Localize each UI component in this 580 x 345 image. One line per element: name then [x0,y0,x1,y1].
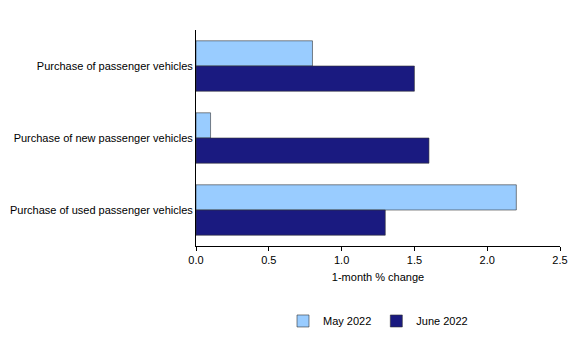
svg-text:June 2022: June 2022 [416,315,467,327]
svg-text:0.5: 0.5 [261,254,276,266]
svg-text:1.5: 1.5 [407,254,422,266]
svg-text:May 2022: May 2022 [323,315,371,327]
svg-text:2.5: 2.5 [552,254,567,266]
svg-text:Purchase of passenger vehicles: Purchase of passenger vehicles [37,60,193,72]
svg-text:1.0: 1.0 [334,254,349,266]
svg-text:0.0: 0.0 [188,254,203,266]
svg-text:Purchase of new passenger vehi: Purchase of new passenger vehicles [14,132,194,144]
svg-text:Purchase of used passenger veh: Purchase of used passenger vehicles [10,204,193,216]
svg-text:1-month % change: 1-month % change [332,271,424,283]
svg-text:2.0: 2.0 [480,254,495,266]
